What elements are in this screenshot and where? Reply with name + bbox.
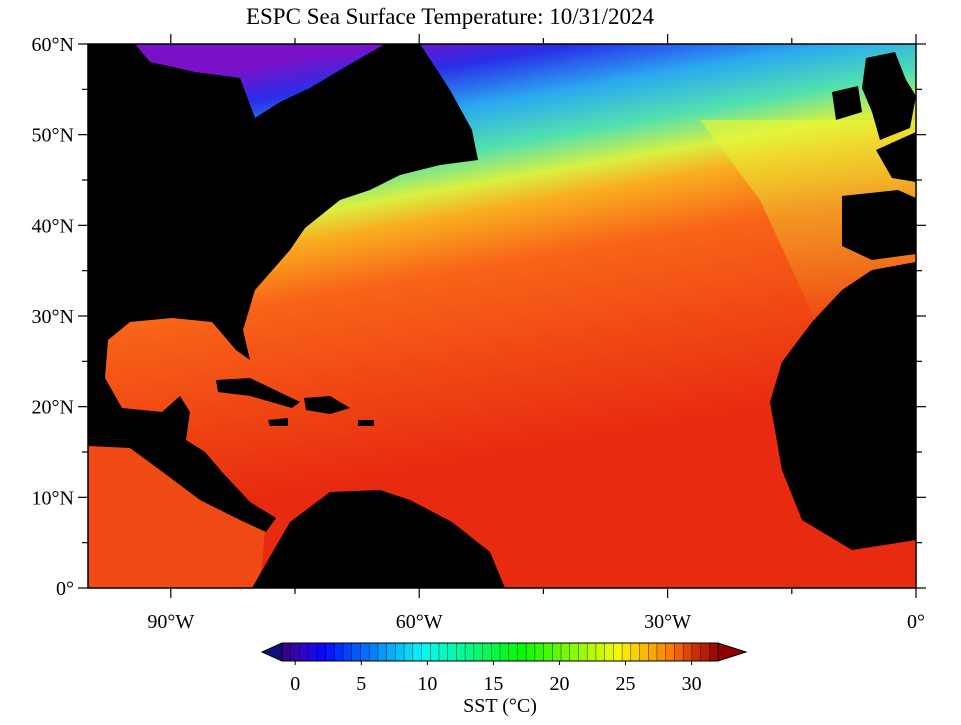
lat-label: 50°N	[32, 125, 74, 147]
ireland	[832, 86, 862, 120]
colorbar-swatch	[683, 643, 693, 661]
colorbar-swatch	[308, 643, 318, 661]
africa	[770, 262, 916, 550]
cuba	[216, 378, 300, 408]
colorbar-label: SST (°C)	[463, 695, 537, 717]
colorbar-swatch	[447, 643, 457, 661]
colorbar-swatch	[569, 643, 579, 661]
britain	[862, 52, 916, 140]
colorbar-swatch	[316, 643, 327, 661]
pacific	[88, 440, 265, 588]
map-title: ESPC Sea Surface Temperature: 10/31/2024	[246, 4, 655, 29]
colorbar-swatch	[343, 643, 353, 661]
colorbar-swatch	[648, 643, 658, 661]
puerto-rico	[358, 420, 374, 426]
colorbar-swatch	[325, 643, 335, 661]
colorbar-tick-label: 5	[356, 673, 366, 695]
jamaica	[268, 418, 288, 426]
colorbar-swatch	[404, 643, 414, 661]
colorbar-tick-label: 0	[290, 673, 300, 695]
colorbar-high	[717, 642, 748, 662]
colorbar-swatch	[630, 643, 641, 661]
colorbar-swatch	[691, 643, 702, 661]
iberia	[842, 190, 916, 260]
colorbar-swatch	[369, 643, 379, 661]
lon-label: 60°W	[396, 611, 443, 633]
colorbar-swatch	[526, 643, 536, 661]
north-america	[88, 44, 478, 440]
lat-label: 40°N	[32, 215, 74, 237]
colorbar-swatch	[674, 643, 684, 661]
map-area	[87, 43, 917, 589]
colorbar-swatch	[351, 643, 361, 661]
colorbar-swatch	[377, 643, 388, 661]
central-america	[88, 438, 276, 532]
lat-label: 30°N	[32, 306, 74, 328]
colorbar-swatch	[622, 643, 632, 661]
colorbar-tick-label: 15	[483, 673, 503, 695]
colorbar-swatch	[604, 643, 614, 661]
lon-label: 30°W	[644, 611, 691, 633]
colorbar-swatch	[552, 643, 562, 661]
colorbar-swatch	[700, 643, 710, 661]
europe	[876, 132, 916, 182]
lat-label: 0°	[56, 578, 74, 600]
colorbar-swatch	[395, 643, 405, 661]
lon-label: 0°	[907, 611, 925, 633]
colorbar-swatch	[595, 643, 606, 661]
colorbar-swatch	[473, 643, 484, 661]
lat-label: 60°N	[32, 34, 74, 56]
colorbar-swatch	[290, 643, 300, 661]
newfoundland	[420, 128, 476, 164]
colorbar-swatch	[421, 643, 431, 661]
colorbar-tick-label: 25	[616, 673, 636, 695]
lat-label: 20°N	[32, 397, 74, 419]
colorbar-low	[260, 642, 283, 662]
lat-label: 10°N	[32, 487, 74, 509]
hispaniola	[304, 396, 350, 414]
colorbar-swatch	[482, 643, 492, 661]
colorbar-swatch	[709, 643, 719, 661]
colorbar-swatch	[465, 643, 475, 661]
lon-label: 90°W	[147, 611, 194, 633]
colorbar-swatch	[665, 643, 675, 661]
colorbar-swatch	[456, 643, 466, 661]
colorbar-swatch	[412, 643, 423, 661]
colorbar-swatch	[613, 643, 623, 661]
colorbar-swatch	[517, 643, 527, 661]
colorbar-tick-label: 10	[417, 673, 437, 695]
colorbar-swatch	[578, 643, 588, 661]
colorbar-swatch	[656, 643, 667, 661]
colorbar-tick-label: 20	[549, 673, 569, 695]
colorbar-frame	[281, 642, 719, 662]
colorbar-swatch	[639, 643, 649, 661]
colorbar-swatch	[282, 643, 292, 661]
colorbar-swatch	[438, 643, 449, 661]
colorbar-swatch	[360, 643, 370, 661]
colorbar-swatch	[299, 643, 309, 661]
colorbar-swatch	[500, 643, 510, 661]
colorbar-swatch	[534, 643, 545, 661]
colorbar-swatch	[587, 643, 597, 661]
colorbar-swatch	[561, 643, 571, 661]
colorbar-swatch	[334, 643, 344, 661]
colorbar-swatch	[508, 643, 518, 661]
colorbar-swatch	[386, 643, 396, 661]
colorbar-tick-label: 30	[682, 673, 702, 695]
colorbar-swatch	[543, 643, 553, 661]
south-america	[252, 490, 505, 588]
colorbar-swatch	[491, 643, 501, 661]
colorbar-swatch	[430, 643, 440, 661]
